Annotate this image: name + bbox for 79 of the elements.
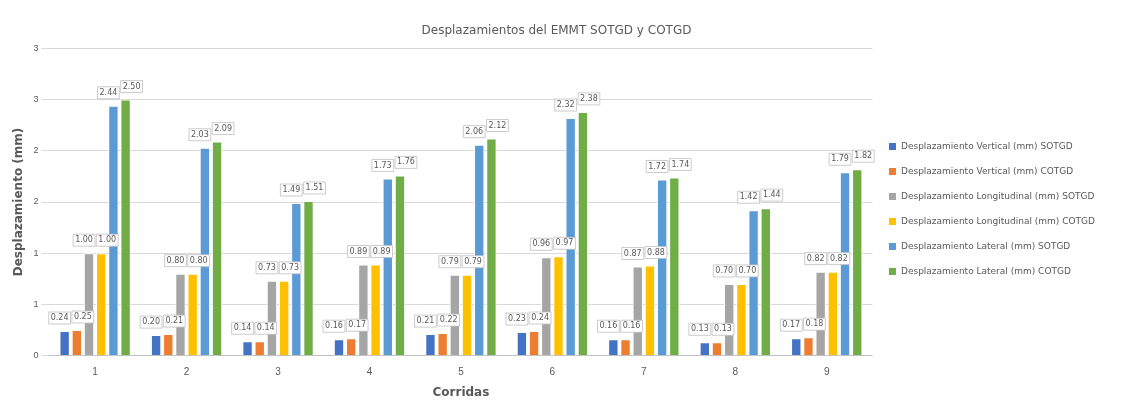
x-tick-label: 3 bbox=[275, 366, 282, 378]
data-label: 0.70 bbox=[738, 266, 757, 275]
data-label: 0.21 bbox=[416, 316, 435, 326]
data-label: 0.16 bbox=[599, 321, 618, 331]
x-tick-label: 6 bbox=[549, 366, 556, 378]
data-label: 1.49 bbox=[282, 185, 301, 195]
data-label: 0.25 bbox=[73, 312, 92, 322]
data-label: 0.87 bbox=[623, 248, 642, 258]
data-label: 2.38 bbox=[579, 93, 598, 103]
data-label: 1.79 bbox=[831, 154, 849, 164]
legend-label: Desplazamiento Lateral (mm) SOTGD bbox=[900, 240, 1071, 251]
data-label: 0.79 bbox=[464, 256, 482, 266]
data-label: 0.14 bbox=[256, 323, 275, 333]
data-label: 2.32 bbox=[556, 100, 575, 110]
data-label: 0.70 bbox=[715, 266, 734, 275]
data-label: 0.24 bbox=[531, 313, 550, 323]
data-label: 0.22 bbox=[439, 315, 458, 325]
y-tick-label: 3 bbox=[33, 94, 39, 105]
x-tick-label: 9 bbox=[823, 366, 830, 378]
data-label: 0.73 bbox=[281, 262, 300, 272]
data-label: 0.89 bbox=[349, 246, 368, 256]
data-label: 1.76 bbox=[397, 157, 415, 167]
x-tick-label: 4 bbox=[366, 366, 373, 378]
y-tick-label: 1 bbox=[33, 298, 39, 309]
y-axis-title: Desplazamiento (mm) bbox=[11, 127, 26, 277]
chart-title: Desplazamientos del EMMT SOTGD y COTGD bbox=[421, 23, 692, 38]
data-label: 0.20 bbox=[142, 317, 161, 327]
x-tick-label: 8 bbox=[732, 366, 739, 378]
legend-label: Desplazamiento Vertical (mm) COTGD bbox=[900, 165, 1074, 176]
data-label: 0.73 bbox=[258, 262, 276, 272]
data-label: 1.73 bbox=[373, 160, 392, 170]
data-label: 1.44 bbox=[762, 190, 781, 200]
data-label: 0.80 bbox=[166, 255, 185, 265]
data-label: 2.09 bbox=[214, 123, 232, 133]
data-label: 0.89 bbox=[372, 246, 391, 256]
data-label: 2.50 bbox=[122, 81, 141, 91]
data-label: 0.82 bbox=[829, 253, 848, 263]
data-label: 1.51 bbox=[305, 183, 324, 193]
data-label: 0.24 bbox=[50, 313, 69, 323]
data-label: 0.16 bbox=[325, 321, 343, 331]
data-label: 0.80 bbox=[189, 255, 208, 265]
data-label: 0.16 bbox=[622, 321, 641, 331]
data-label: 0.79 bbox=[440, 256, 459, 266]
data-label: 1.82 bbox=[854, 151, 873, 161]
x-tick-label: 2 bbox=[183, 366, 190, 378]
y-tick-label: 2 bbox=[33, 145, 39, 156]
y-tick-label: 2 bbox=[33, 196, 39, 207]
data-label: 1.72 bbox=[648, 161, 667, 171]
x-tick-label: 1 bbox=[92, 366, 99, 378]
data-label: 0.13 bbox=[690, 324, 709, 334]
data-label: 1.74 bbox=[671, 159, 690, 169]
data-label: 2.44 bbox=[99, 87, 118, 97]
y-tick-label: 3 bbox=[33, 42, 39, 53]
data-label: 1.00 bbox=[75, 235, 93, 245]
data-label: 0.82 bbox=[806, 253, 825, 263]
data-label: 0.97 bbox=[555, 238, 574, 248]
data-label: 1.00 bbox=[98, 235, 117, 245]
data-label: 0.17 bbox=[348, 320, 367, 330]
data-label: 2.06 bbox=[465, 126, 484, 136]
data-label: 0.14 bbox=[233, 323, 252, 333]
legend-label: Desplazamiento Longitudinal (mm) SOTGD bbox=[900, 190, 1095, 201]
y-tick-label: 0 bbox=[33, 350, 39, 361]
legend-label: Desplazamiento Vertical (mm) SOTGD bbox=[900, 140, 1073, 151]
y-tick-label: 1 bbox=[33, 247, 39, 258]
data-label: 2.03 bbox=[190, 129, 209, 139]
data-label: 0.88 bbox=[647, 247, 665, 257]
data-label: 0.23 bbox=[508, 314, 526, 324]
x-tick-label: 7 bbox=[641, 366, 648, 378]
data-label: 1.42 bbox=[739, 192, 758, 202]
data-label: 0.21 bbox=[165, 316, 184, 326]
x-tick-label: 5 bbox=[458, 366, 465, 378]
data-label: 0.13 bbox=[714, 324, 732, 334]
data-label: 2.12 bbox=[488, 120, 507, 130]
data-label: 0.17 bbox=[782, 320, 801, 330]
legend-label: Desplazamiento Longitudinal (mm) COTGD bbox=[900, 215, 1096, 226]
legend-label: Desplazamiento Lateral (mm) COTGD bbox=[900, 265, 1071, 276]
x-axis-title: Corridas bbox=[432, 384, 490, 399]
data-label: 0.18 bbox=[805, 319, 824, 329]
data-label: 0.96 bbox=[532, 239, 551, 249]
